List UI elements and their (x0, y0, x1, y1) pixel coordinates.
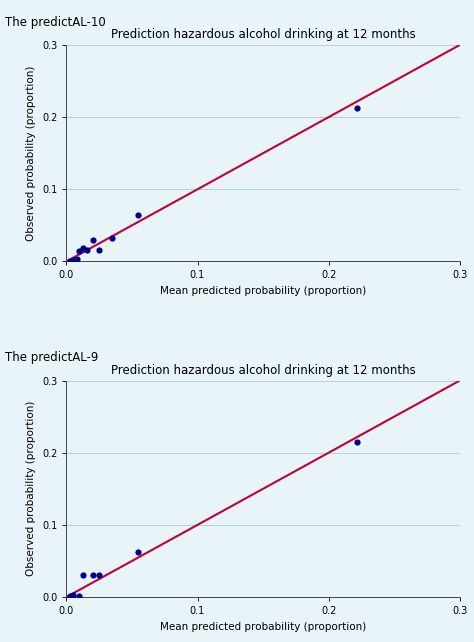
Y-axis label: Observed probability (proportion): Observed probability (proportion) (27, 65, 36, 241)
Point (80, 570, 87, 580)
Point (76, 591, 83, 601)
X-axis label: Mean predicted probability (proportion): Mean predicted probability (proportion) (160, 621, 366, 632)
Point (89, 570, 96, 580)
Point (95, 245, 103, 255)
Point (89, 235, 96, 245)
Text: The predictAL-10: The predictAL-10 (5, 16, 106, 29)
Point (73, 254, 81, 264)
Point (69, 255, 77, 265)
Point (80, 243, 87, 253)
Point (66, 591, 74, 602)
Point (76, 245, 83, 256)
Point (354, 103, 361, 114)
Title: Prediction hazardous alcohol drinking at 12 months: Prediction hazardous alcohol drinking at… (111, 363, 415, 377)
Point (66, 256, 74, 266)
Point (83, 245, 91, 255)
X-axis label: Mean predicted probability (proportion): Mean predicted probability (proportion) (160, 286, 366, 296)
Y-axis label: Observed probability (proportion): Observed probability (proportion) (27, 401, 36, 577)
Point (354, 437, 361, 447)
Point (95, 570, 103, 580)
Point (69, 590, 77, 600)
Title: Prediction hazardous alcohol drinking at 12 months: Prediction hazardous alcohol drinking at… (111, 28, 415, 41)
Point (135, 547, 142, 557)
Text: The predictAL-9: The predictAL-9 (5, 351, 98, 365)
Point (109, 233, 116, 243)
Point (135, 209, 142, 220)
